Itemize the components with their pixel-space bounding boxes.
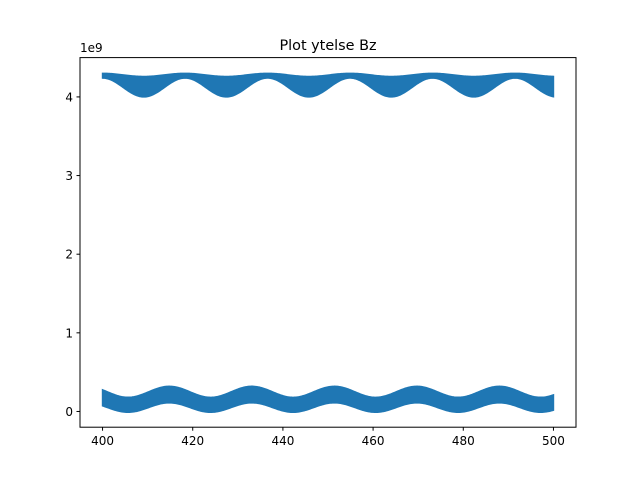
x-tick-label: 460	[362, 434, 385, 448]
series-band-lower	[101, 385, 555, 414]
x-tick-label: 420	[181, 434, 204, 448]
series-band-upper	[101, 72, 555, 98]
x-tick-label: 400	[91, 434, 114, 448]
y-tick-label: 3	[65, 169, 73, 183]
x-axis: 400 420 440 460 480 500	[91, 427, 565, 448]
x-tick-label: 440	[271, 434, 294, 448]
y-tick-label: 1	[65, 326, 73, 340]
y-tick-label: 2	[65, 248, 73, 262]
y-axis: 0 1 2 3 4	[65, 90, 80, 419]
plot-area	[101, 72, 555, 414]
y-tick-label: 0	[65, 405, 73, 419]
chart-title: Plot ytelse Bz	[279, 38, 376, 54]
y-offset-label: 1e9	[80, 41, 103, 55]
y-tick-label: 4	[65, 90, 73, 104]
x-tick-label: 480	[452, 434, 475, 448]
x-tick-label: 500	[542, 434, 565, 448]
axes-frame	[79, 57, 577, 428]
